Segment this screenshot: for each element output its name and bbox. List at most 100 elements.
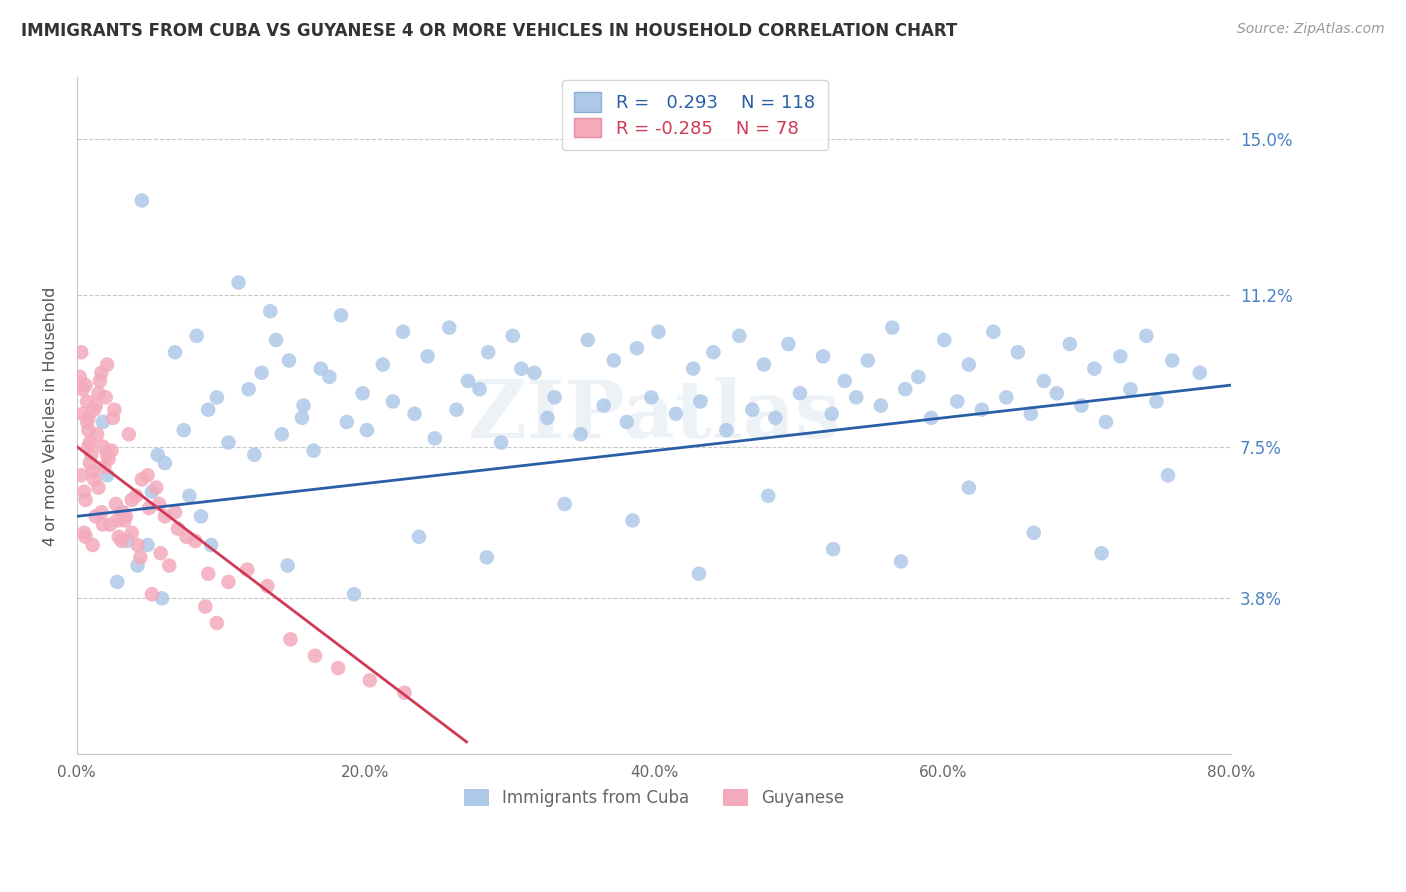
Point (716, 423, 738, 437)
Point (446, 402, 468, 417)
Point (115, 509, 138, 524)
Point (114, 513, 136, 527)
Point (121, 492, 143, 507)
Point (381, 394, 404, 409)
Point (91, 517, 114, 532)
Point (309, 361, 332, 376)
Point (359, 673, 381, 688)
Point (1161, 353, 1184, 368)
Point (616, 415, 638, 429)
Point (689, 394, 711, 409)
Point (79, 435, 101, 450)
Point (90, 505, 112, 519)
Point (173, 423, 195, 437)
Point (811, 349, 834, 363)
Point (243, 448, 266, 462)
Point (87, 386, 110, 401)
Point (1109, 349, 1132, 363)
Point (197, 566, 219, 581)
Point (569, 427, 592, 442)
Point (277, 558, 299, 573)
Point (186, 329, 208, 343)
Point (97, 451, 120, 466)
Legend: Immigrants from Cuba, Guyanese: Immigrants from Cuba, Guyanese (457, 782, 851, 814)
Point (890, 554, 912, 568)
Point (404, 407, 426, 421)
Point (1046, 386, 1069, 401)
Point (394, 686, 416, 700)
Point (1032, 374, 1054, 388)
Point (118, 427, 141, 442)
Y-axis label: 4 or more Vehicles in Household: 4 or more Vehicles in Household (44, 286, 58, 546)
Point (107, 530, 129, 544)
Point (728, 329, 751, 343)
Point (1091, 546, 1114, 560)
Point (150, 591, 173, 606)
Point (110, 533, 132, 548)
Point (834, 374, 856, 388)
Point (264, 333, 287, 347)
Point (91, 440, 114, 454)
Point (129, 550, 152, 565)
Point (76, 394, 98, 409)
Point (823, 542, 845, 557)
Point (163, 345, 186, 359)
Point (665, 407, 688, 421)
Point (502, 329, 524, 343)
Point (457, 374, 479, 388)
Point (1070, 399, 1092, 413)
Point (907, 369, 929, 384)
Point (75, 492, 97, 507)
Point (77, 410, 100, 425)
Point (1095, 415, 1118, 429)
Point (127, 538, 149, 552)
Point (194, 599, 217, 614)
Point (228, 276, 250, 290)
Point (1022, 525, 1045, 540)
Point (523, 366, 546, 380)
Point (69, 369, 91, 384)
Point (302, 443, 325, 458)
Point (576, 333, 599, 347)
Point (336, 415, 359, 429)
Point (105, 513, 128, 527)
Point (127, 558, 149, 573)
Point (1135, 329, 1157, 343)
Point (217, 435, 239, 450)
Point (190, 509, 212, 524)
Point (112, 505, 135, 519)
Point (176, 530, 198, 544)
Point (765, 410, 787, 425)
Point (205, 390, 228, 404)
Point (970, 402, 993, 417)
Point (983, 325, 1005, 339)
Point (259, 304, 281, 318)
Point (76, 415, 98, 429)
Point (845, 390, 868, 404)
Point (408, 530, 430, 544)
Point (72, 407, 94, 421)
Point (77, 423, 100, 437)
Point (197, 402, 219, 417)
Point (741, 402, 763, 417)
Point (121, 525, 143, 540)
Point (489, 435, 512, 450)
Point (167, 522, 190, 536)
Point (626, 341, 648, 355)
Point (280, 632, 302, 647)
Point (752, 358, 775, 372)
Point (84, 399, 107, 413)
Point (1083, 361, 1105, 376)
Point (93, 460, 115, 475)
Point (217, 574, 239, 589)
Point (136, 468, 159, 483)
Point (84, 509, 107, 524)
Point (238, 382, 260, 396)
Point (869, 399, 891, 413)
Point (256, 579, 278, 593)
Point (149, 546, 172, 560)
Point (995, 390, 1018, 404)
Point (352, 386, 374, 401)
Point (110, 505, 132, 519)
Point (439, 320, 461, 334)
